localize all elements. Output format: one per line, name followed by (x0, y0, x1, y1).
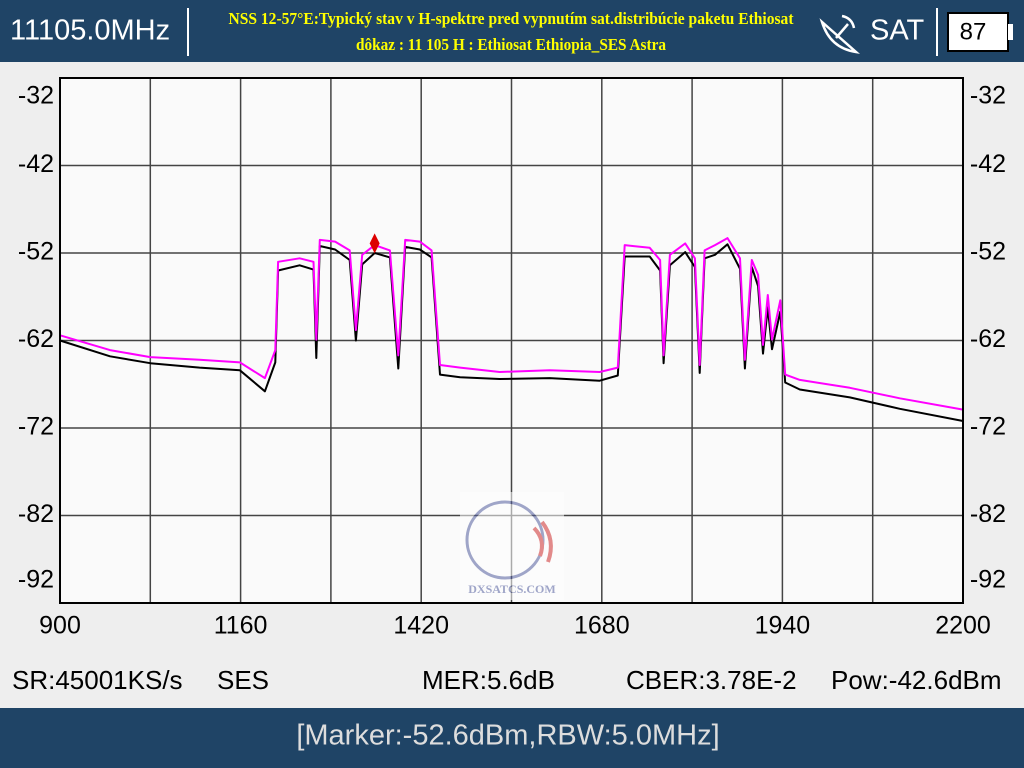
y2-tick-label: -82 (970, 500, 1006, 528)
x-tick-label: 1680 (574, 612, 630, 640)
plot-border (59, 77, 964, 604)
y2-tick-label: -52 (970, 238, 1006, 266)
channel: 87 (960, 18, 987, 45)
footer-bar (0, 708, 1024, 768)
trace (59, 237, 964, 411)
x-tick-label: 2200 (935, 612, 991, 640)
y-tick-label: -82 (18, 500, 54, 528)
satellite-name: SES (217, 665, 269, 695)
y2-tick-label: -72 (970, 413, 1006, 441)
mer: MER:5.6dB (422, 665, 555, 695)
power: Pow:-42.6dBm (831, 665, 1002, 695)
channel-box (947, 12, 1009, 52)
satellite-icon (819, 14, 861, 54)
symbol-rate: SR:45001KS/s (12, 665, 183, 695)
x-tick-label: 1420 (393, 612, 449, 640)
marker (369, 233, 380, 254)
subtitle: dôkaz : 11 105 H : Ethiosat Ethiopia_SES… (356, 35, 666, 54)
cber: CBER:3.78E-2 (626, 665, 797, 695)
y2-tick-label: -62 (970, 325, 1006, 353)
y-tick-label: -72 (18, 413, 54, 441)
x-tick-label: 900 (39, 612, 81, 640)
y2-tick-label: -42 (970, 150, 1006, 178)
x-tick-label: 1160 (214, 612, 268, 640)
x-tick-label: 1940 (755, 612, 811, 640)
y-tick-label: -32 (18, 82, 54, 110)
watermark: DXSATCS.COM (468, 582, 555, 596)
y-tick-label: -62 (18, 325, 54, 353)
marker-info: [Marker:-52.6dBm,RBW:5.0MHz] (296, 720, 719, 752)
y2-tick-label: -32 (970, 82, 1006, 110)
title: NSS 12-57°E:Typický stav v H-spektre pre… (229, 9, 794, 28)
y2-tick-label: -92 (970, 566, 1006, 594)
watermark-logo: DXSATCS.COM (460, 492, 564, 600)
y-tick-label: -42 (18, 150, 54, 178)
y-tick-label: -92 (18, 566, 54, 594)
y-tick-label: -52 (18, 238, 54, 266)
traces (59, 233, 964, 422)
frequency: 11105.0MHz (10, 15, 170, 47)
channel-box-tab (1008, 24, 1013, 40)
mode: SAT (870, 15, 925, 47)
